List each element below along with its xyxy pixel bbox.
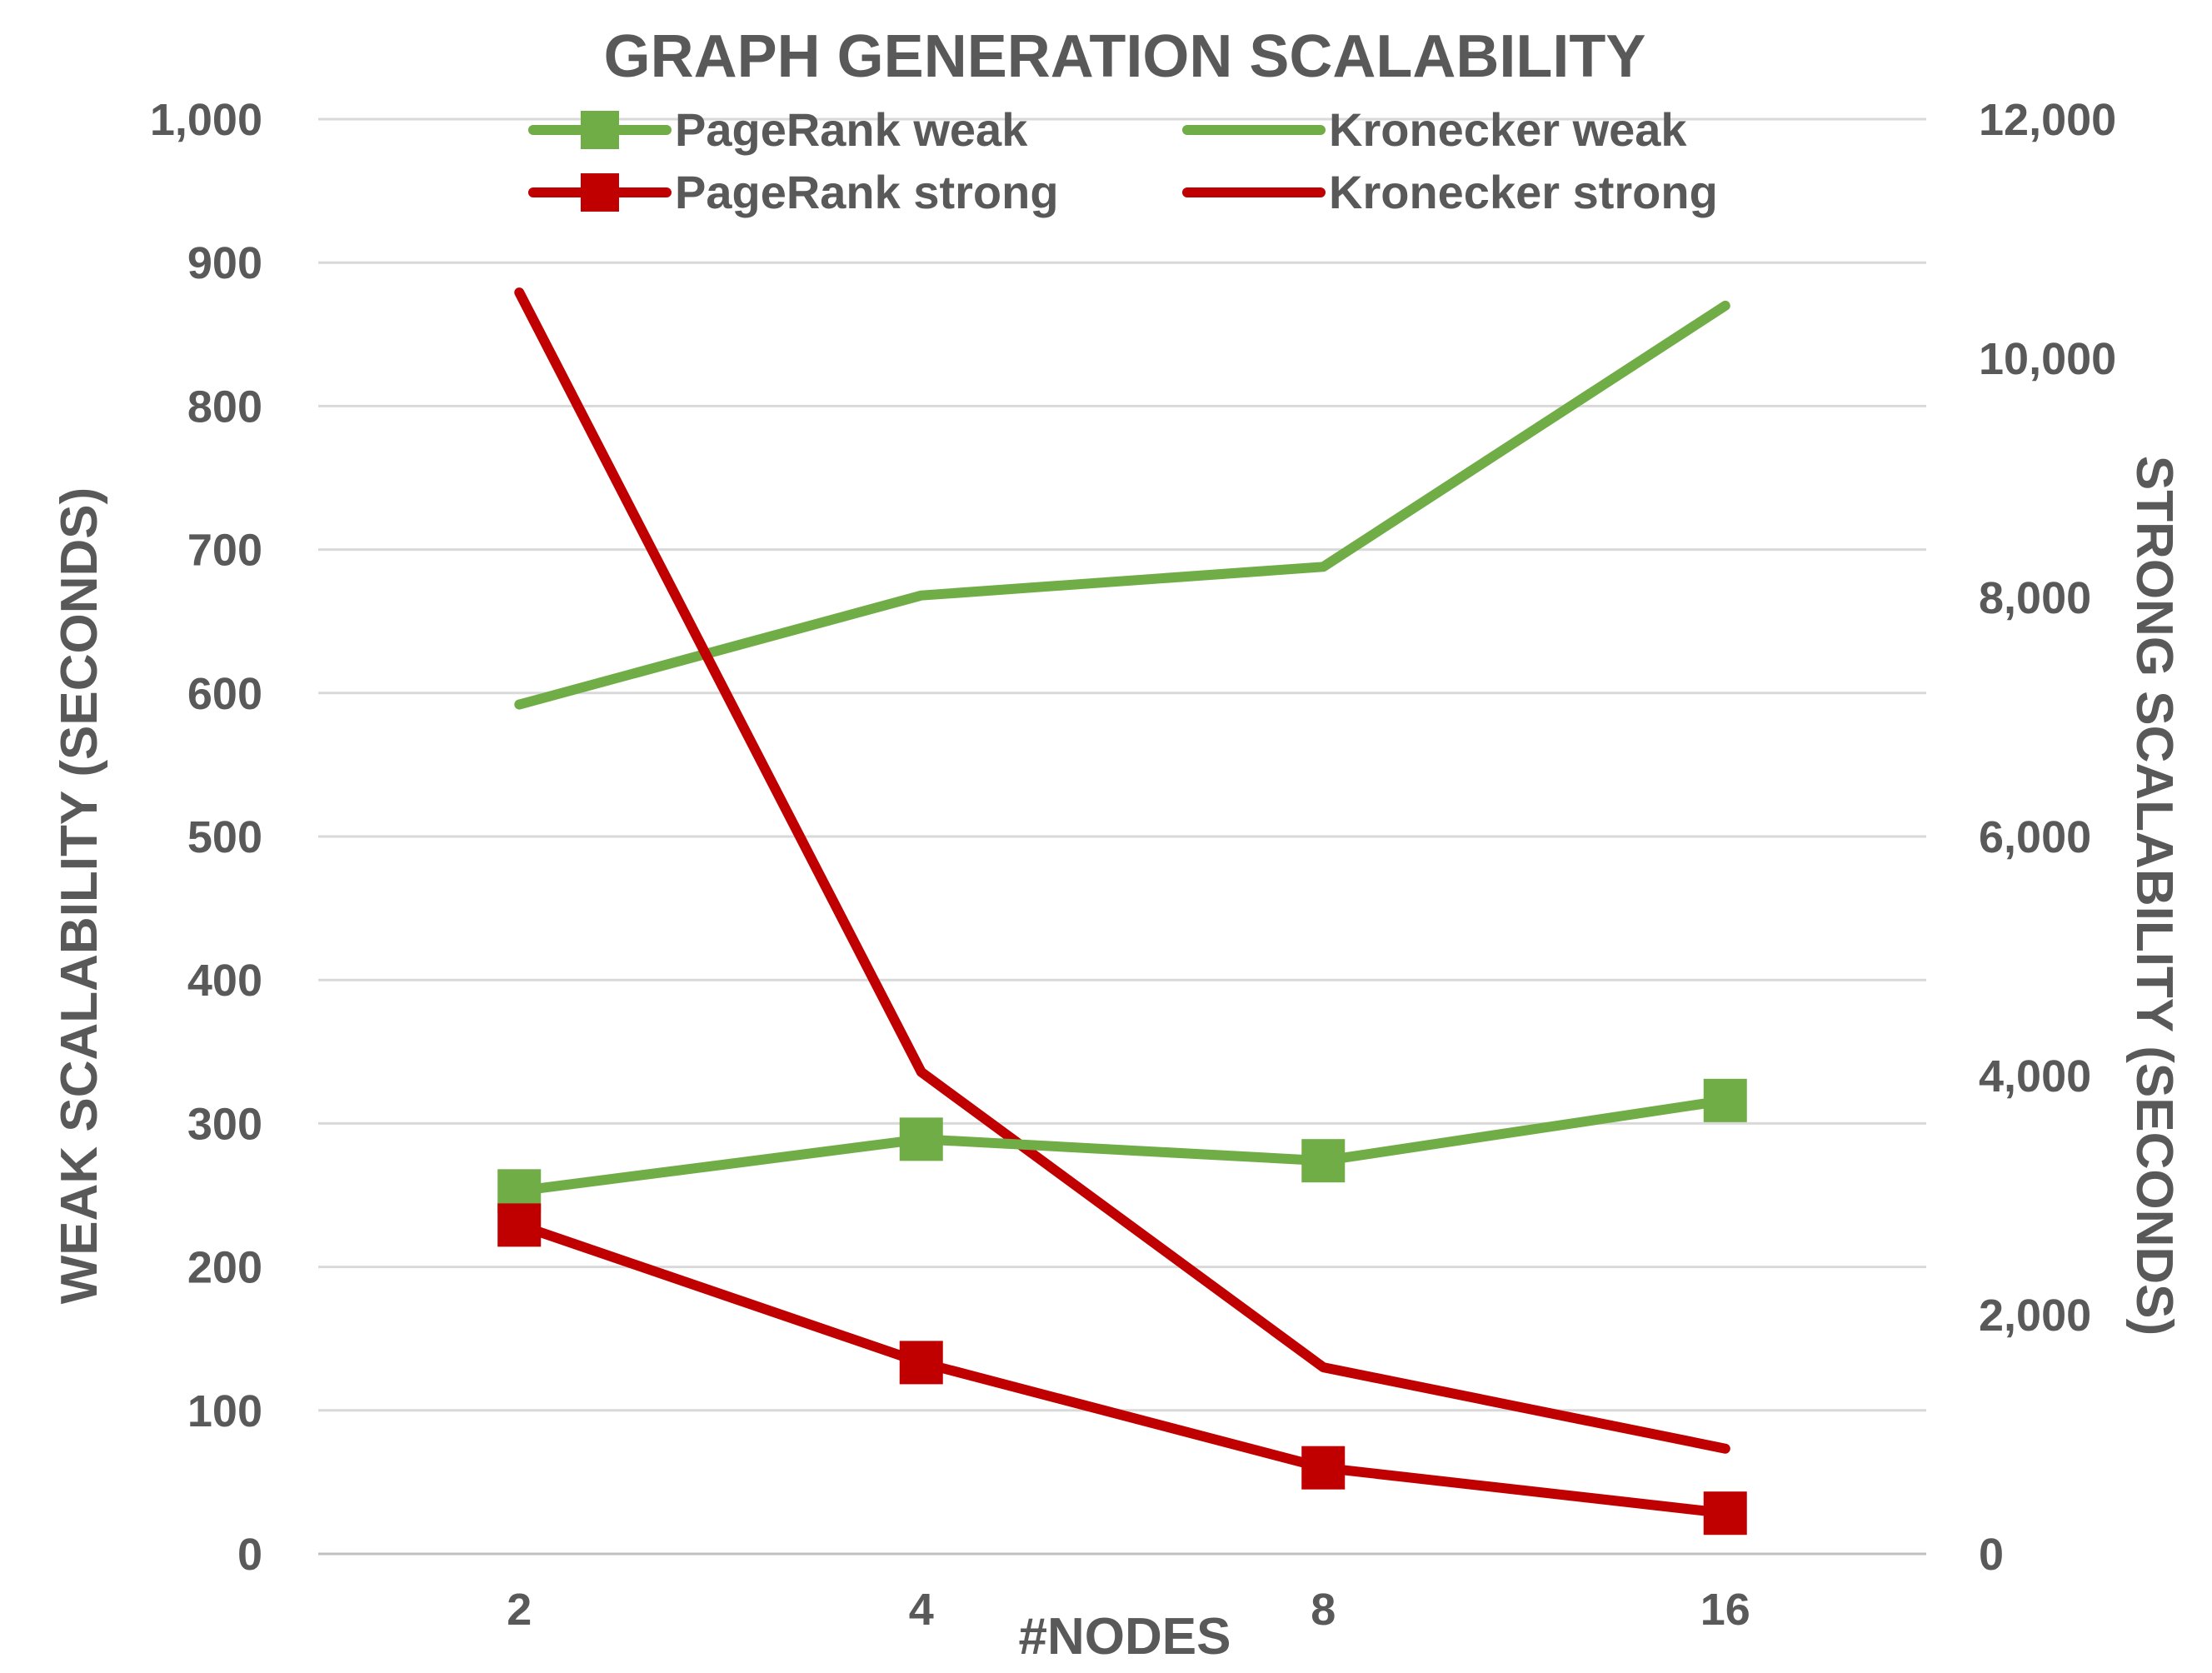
left-tick-label: 700 bbox=[187, 526, 262, 576]
right-tick-label: 2,000 bbox=[1979, 1291, 2091, 1341]
right-axis-title: STRONG SCALABILITY (SECONDS) bbox=[2125, 456, 2183, 1336]
left-tick-label: 100 bbox=[187, 1386, 262, 1436]
left-tick-label: 600 bbox=[187, 669, 262, 719]
left-tick-label: 800 bbox=[187, 382, 262, 432]
right-tick-label: 6,000 bbox=[1979, 812, 2091, 862]
chart-title: GRAPH GENERATION SCALABILITY bbox=[604, 23, 1646, 90]
pagerank-strong-point bbox=[1703, 1491, 1747, 1536]
x-tick-label: 8 bbox=[1311, 1585, 1336, 1635]
right-axis-ticks: 0 2,000 4,000 6,000 8,000 10,000 12,000 bbox=[1979, 95, 2116, 1580]
left-tick-label: 900 bbox=[187, 238, 262, 288]
kronecker-weak-line bbox=[514, 300, 1730, 710]
legend-pagerank-weak-label: PageRank weak bbox=[675, 103, 1028, 156]
legend-pagerank-strong-label: PageRank strong bbox=[675, 166, 1059, 218]
pagerank-weak-point bbox=[899, 1117, 943, 1161]
legend-kronecker-weak-label: Kronecker weak bbox=[1329, 103, 1687, 156]
x-axis-ticks: 2 4 8 16 bbox=[507, 1585, 1750, 1635]
x-tick-label: 4 bbox=[909, 1585, 934, 1635]
pagerank-strong-point bbox=[1301, 1446, 1346, 1490]
pagerank-strong-point bbox=[899, 1341, 943, 1385]
left-tick-label: 400 bbox=[187, 956, 262, 1006]
pagerank-weak-point bbox=[1703, 1078, 1747, 1122]
legend-pagerank-weak-marker bbox=[581, 111, 619, 149]
legend: PageRank weak Kronecker weak PageRank stro… bbox=[528, 103, 1718, 218]
pagerank-weak-line bbox=[514, 1095, 1730, 1196]
left-tick-label: 300 bbox=[187, 1099, 262, 1149]
left-tick-label: 0 bbox=[237, 1530, 262, 1580]
x-tick-label: 16 bbox=[1700, 1585, 1750, 1635]
right-tick-label: 10,000 bbox=[1979, 334, 2116, 384]
pagerank-weak-point bbox=[1301, 1139, 1346, 1183]
right-tick-label: 0 bbox=[1979, 1530, 2004, 1580]
left-tick-label: 1,000 bbox=[150, 95, 262, 145]
x-axis-title: #NODES bbox=[1019, 1608, 1231, 1666]
right-tick-label: 4,000 bbox=[1979, 1051, 2091, 1101]
left-tick-label: 200 bbox=[187, 1243, 262, 1293]
legend-kronecker-strong-label: Kronecker strong bbox=[1329, 166, 1718, 218]
legend-pagerank-strong-marker bbox=[581, 173, 619, 212]
left-axis-title: WEAK SCALABILITY (SECONDS) bbox=[51, 487, 108, 1305]
x-tick-label: 2 bbox=[507, 1585, 532, 1635]
kronecker-strong-line bbox=[514, 287, 1730, 1454]
left-tick-label: 500 bbox=[187, 812, 262, 862]
series-group bbox=[497, 287, 1747, 1536]
left-axis-ticks: 0 100 200 300 400 500 600 700 800 900 1,000 bbox=[150, 95, 262, 1580]
pagerank-strong-line bbox=[514, 1220, 1730, 1519]
right-tick-label: 8,000 bbox=[1979, 573, 2091, 623]
right-tick-label: 12,000 bbox=[1979, 95, 2116, 145]
pagerank-strong-point bbox=[497, 1203, 542, 1247]
